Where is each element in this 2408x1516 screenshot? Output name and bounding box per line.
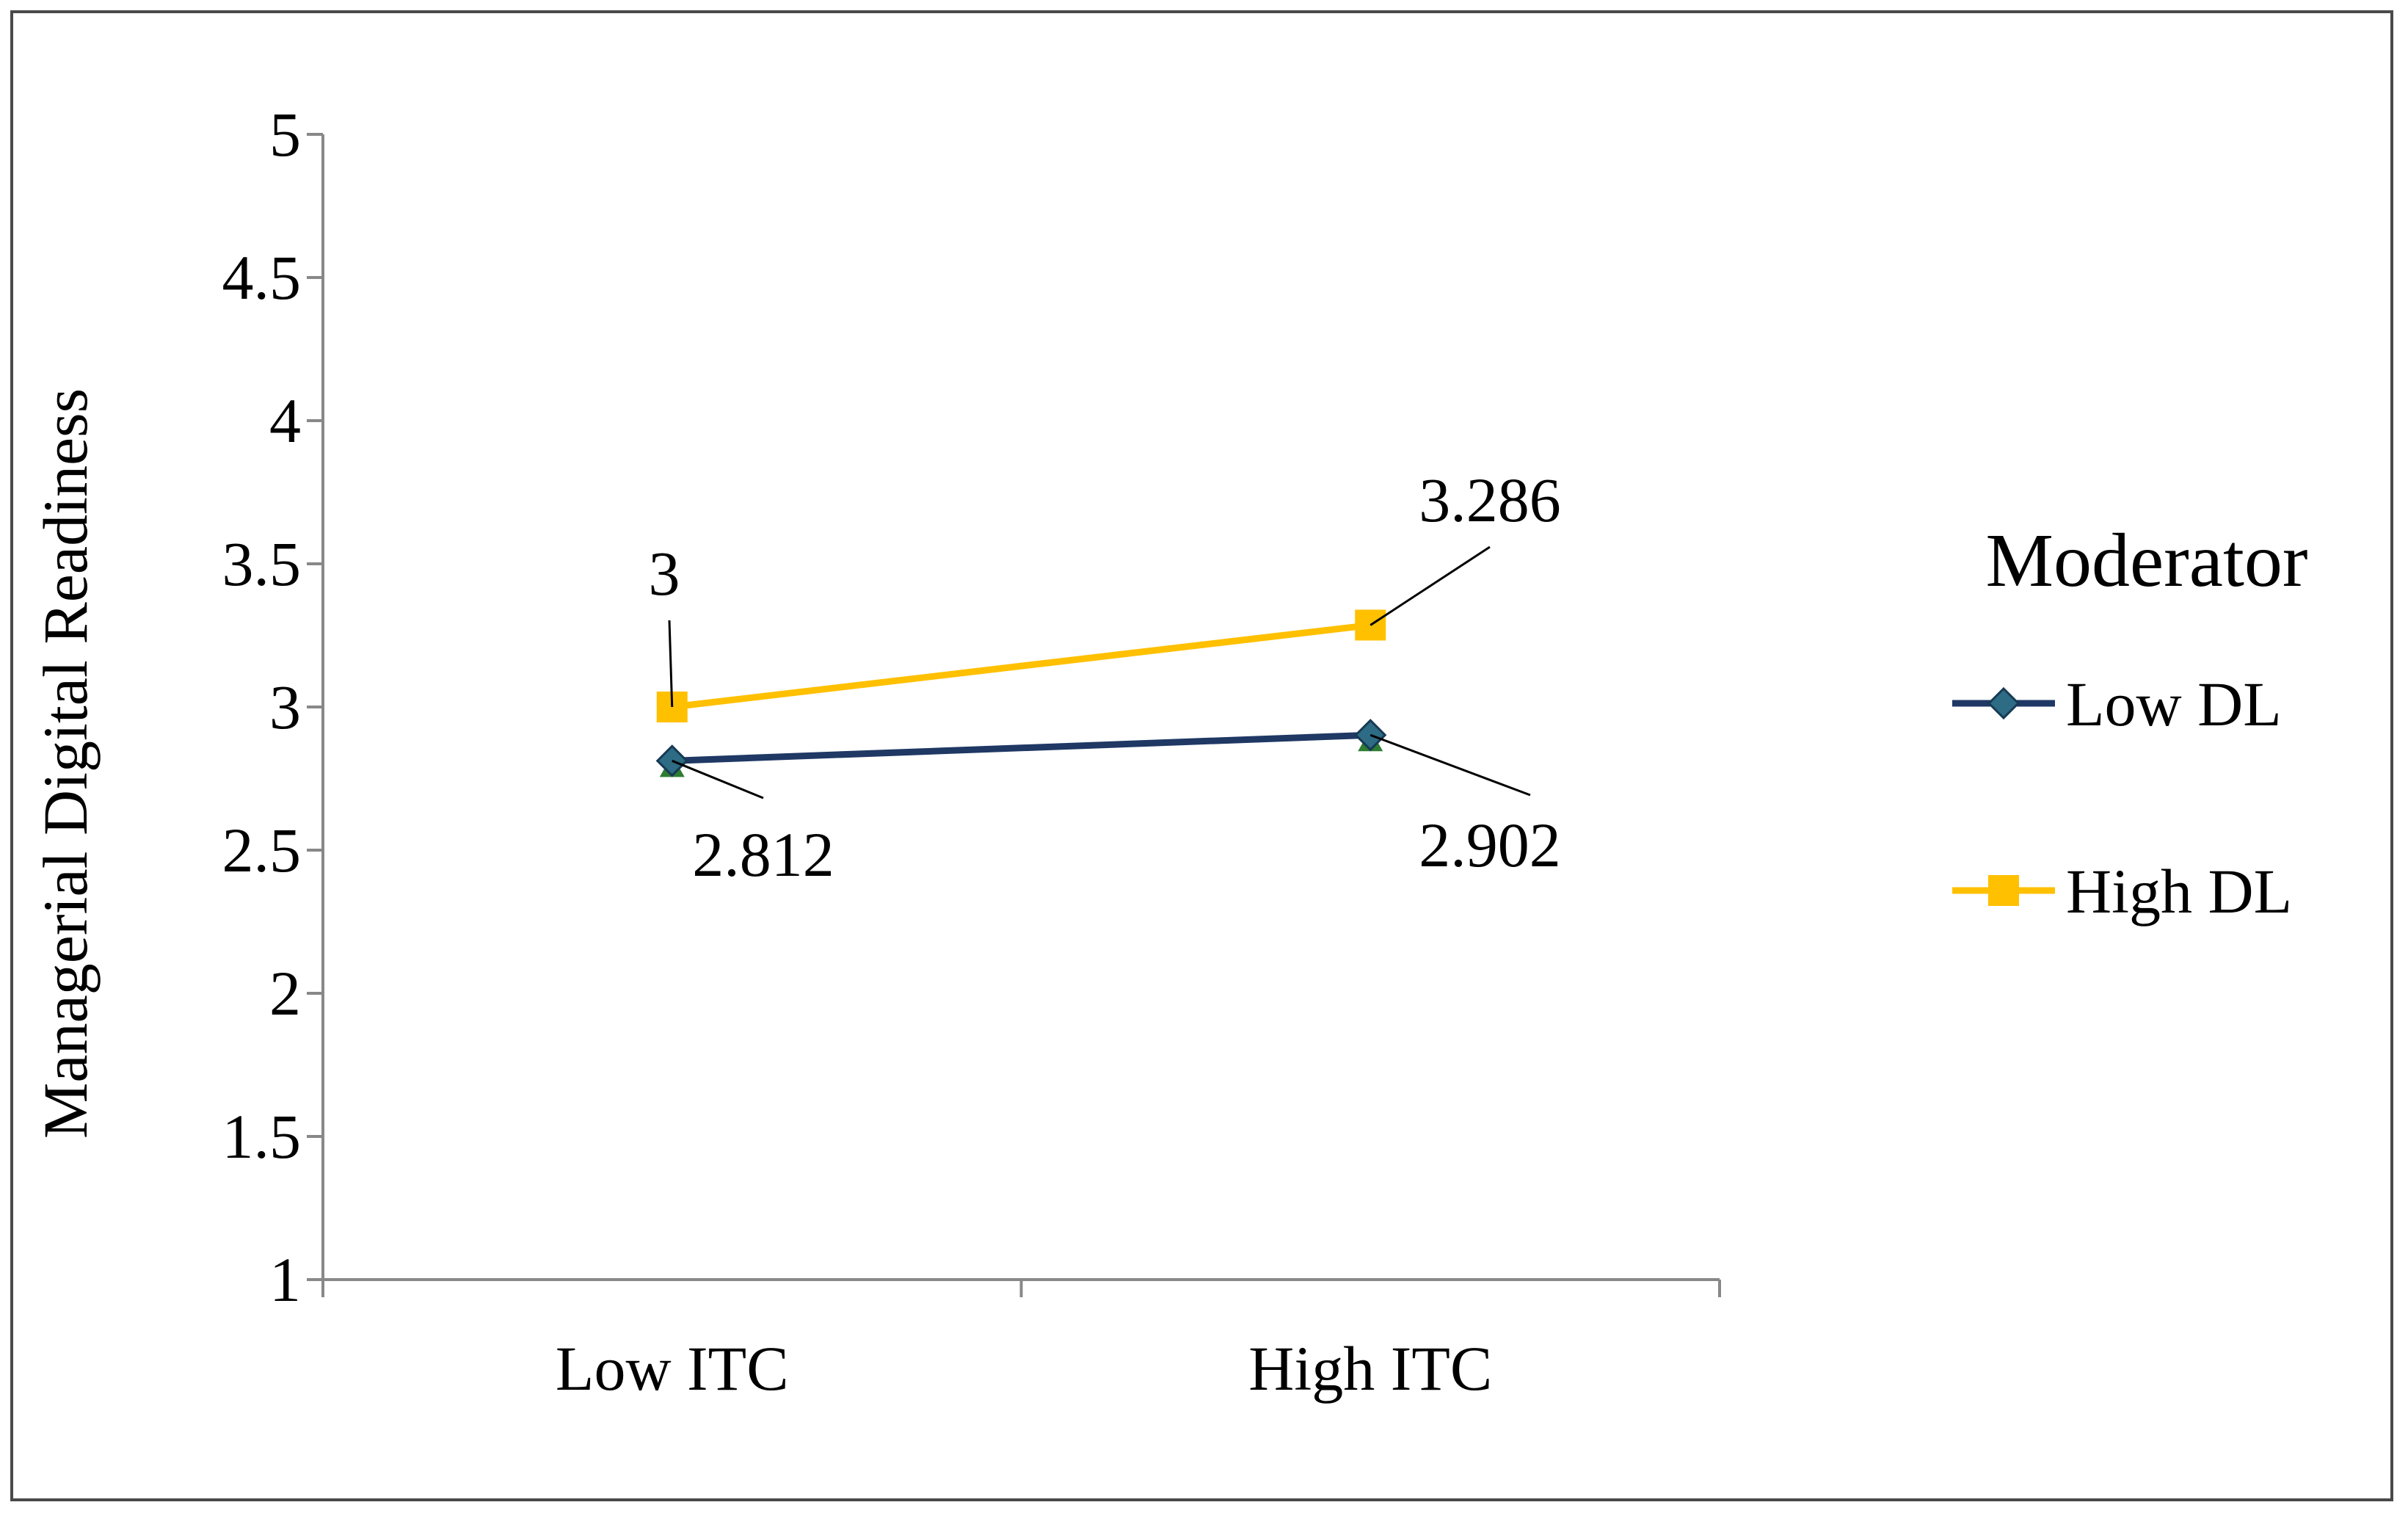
- data-label-leader: [1369, 545, 1491, 626]
- axes: [307, 133, 1721, 1297]
- series-line-high-dl: [672, 621, 1371, 711]
- y-tick-label: 4.5: [222, 242, 302, 313]
- y-tick-label: 3: [269, 672, 301, 742]
- data-label: 2.902: [1419, 810, 1561, 880]
- data-label: 3.286: [1419, 465, 1561, 535]
- data-label: 2.812: [692, 819, 834, 890]
- legend-label: High DL: [2066, 856, 2292, 926]
- data-labels: 2.812 2.902 3 3.286: [649, 465, 1561, 890]
- y-tick-label: 4: [269, 385, 301, 456]
- x-tick-label: High ITC: [1248, 1333, 1492, 1404]
- y-tick-label: 1: [269, 1244, 301, 1315]
- data-label: 3: [649, 538, 680, 609]
- y-tick-label: 2.5: [222, 815, 302, 885]
- legend-marker: [1987, 686, 2020, 720]
- series-line-low-dl: [672, 731, 1371, 764]
- x-tick-labels: Low ITC High ITC: [556, 1333, 1492, 1404]
- data-label-leader: [668, 620, 674, 708]
- y-tick-labels: 1 1.5 2 2.5 3 3.5 4 4.5 5: [222, 99, 302, 1315]
- series-layer: [655, 609, 1387, 777]
- legend: Moderator Low DL High DL: [1952, 518, 2307, 926]
- y-tick-label: 3.5: [222, 529, 302, 599]
- data-label-leader: [1369, 733, 1531, 797]
- y-axis-label: Managerial Digital Readiness: [30, 388, 101, 1139]
- legend-marker: [1988, 875, 2019, 906]
- y-tick-label: 5: [269, 99, 301, 170]
- x-tick-label: Low ITC: [556, 1333, 789, 1404]
- legend-title: Moderator: [1986, 518, 2308, 603]
- data-label-leader: [672, 759, 764, 799]
- y-tick-label: 2: [269, 958, 301, 1029]
- chart-frame: [10, 10, 2393, 1501]
- legend-label: Low DL: [2066, 669, 2282, 739]
- y-tick-label: 1.5: [222, 1101, 302, 1172]
